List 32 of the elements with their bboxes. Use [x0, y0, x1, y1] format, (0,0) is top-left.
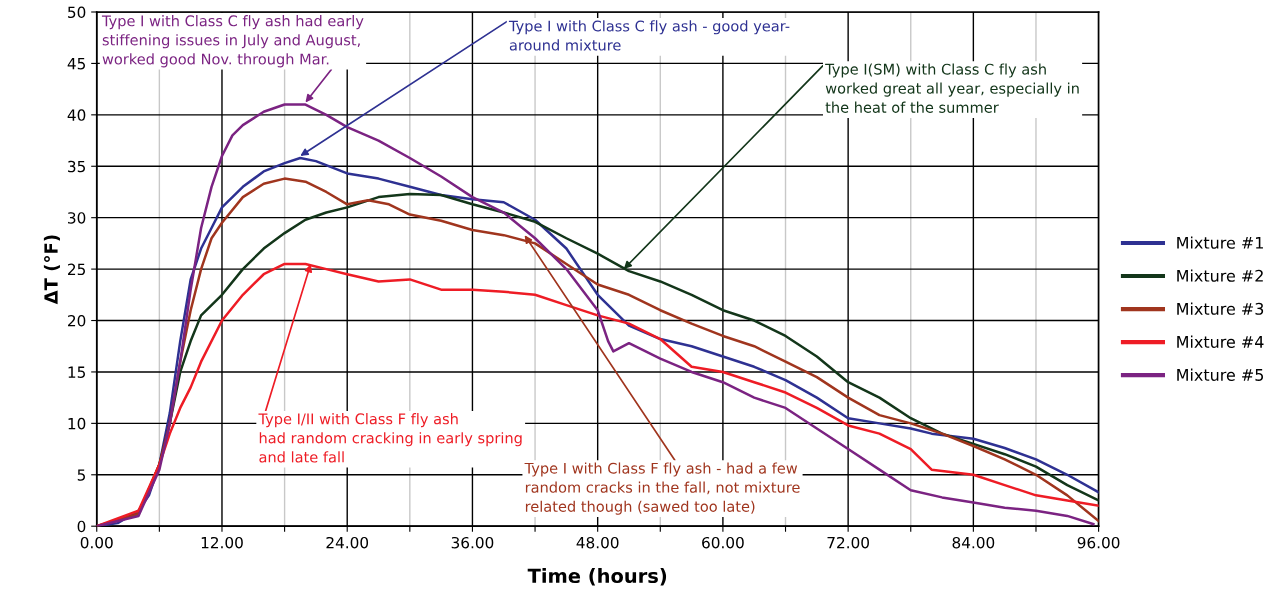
legend-label: Mixture #1 — [1177, 236, 1263, 249]
y-tick-label: 30 — [68, 212, 86, 224]
x-axis-title: Time (hours) — [527, 568, 667, 586]
legend-label: Mixture #2 — [1177, 269, 1263, 282]
x-tick-label: 12.00 — [201, 536, 243, 549]
x-tick-label: 0.00 — [80, 536, 113, 549]
annotation: Type I/II with Class F fly ash had random cracking in early spring and late fall — [258, 413, 522, 463]
y-tick-label: 5 — [77, 469, 85, 481]
x-tick-label: 36.00 — [451, 536, 494, 549]
x-tick-label: 60.00 — [702, 536, 744, 549]
y-tick-label: 45 — [67, 58, 85, 70]
annotation: Type I(SM) with Class C fly ash worked great all year, especially in the heat of the summer — [825, 63, 1079, 113]
y-tick-label: 10 — [68, 417, 86, 430]
legend-label: Mixture #3 — [1177, 302, 1264, 315]
x-tick-label: 84.00 — [952, 536, 995, 549]
y-tick-label: 0 — [77, 520, 86, 533]
y-tick-label: 15 — [68, 366, 85, 378]
x-tick-label: 72.00 — [827, 536, 869, 549]
y-tick-label: 40 — [67, 109, 86, 121]
y-tick-label: 35 — [68, 160, 85, 173]
legend-label: Mixture #4 — [1177, 335, 1264, 348]
y-tick-label: 20 — [68, 314, 86, 327]
y-tick-label: 25 — [68, 263, 85, 276]
x-tick-label: 96.00 — [1077, 536, 1120, 549]
x-tick-label: 24.00 — [326, 536, 369, 549]
annotation: Type I with Class C fly ash - good year- around mixture — [508, 20, 790, 51]
annotation: Type I with Class F fly ash - had a few random cracks in the fall, not mixture related though (sawed too late) — [524, 462, 800, 515]
x-tick-label: 48.00 — [576, 536, 619, 549]
legend-label: Mixture #5 — [1177, 368, 1264, 381]
annotation: Type I with Class C fly ash had early stiffening issues in July and August, worked good Nov. through Mar. — [101, 15, 364, 68]
y-axis-title: ΔT (°F) — [43, 235, 60, 305]
y-tick-label: 50 — [68, 6, 86, 19]
